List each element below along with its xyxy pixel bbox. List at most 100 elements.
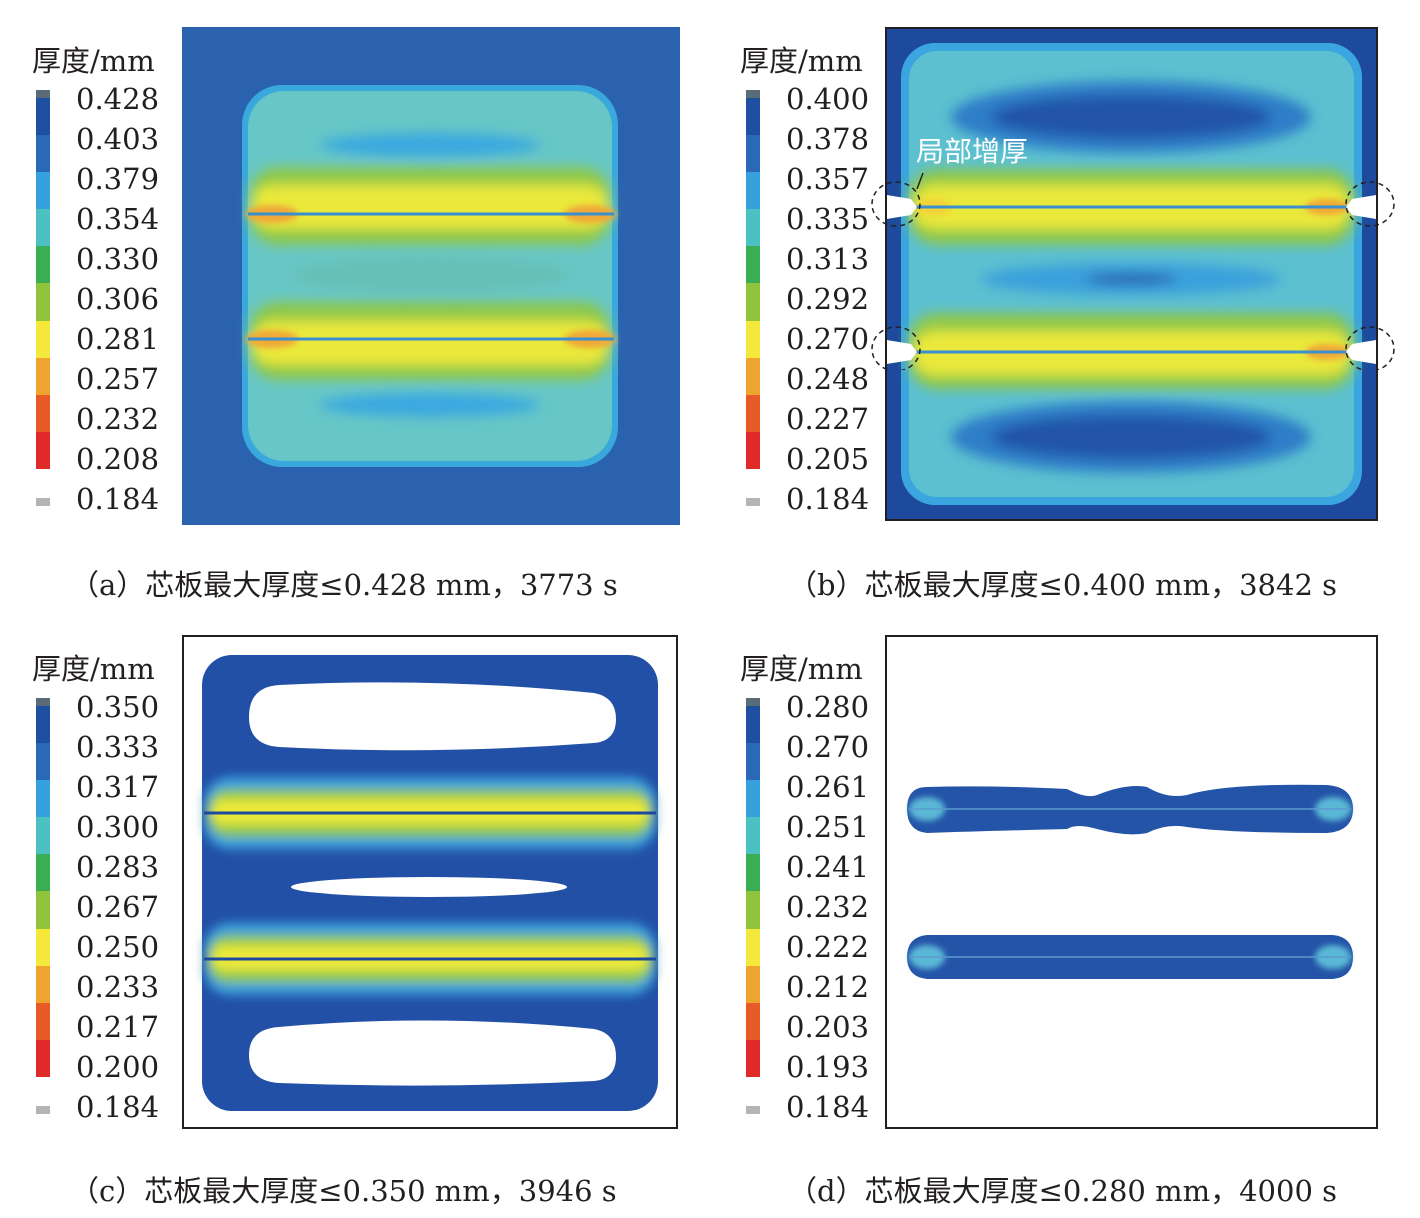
- legend-title: 厚度/mm: [32, 652, 155, 686]
- colorbar-tick-label: 0.313: [786, 242, 870, 276]
- colorbar-tick-label: 0.212: [786, 970, 870, 1004]
- colorbar-tick-label: 0.281: [76, 322, 160, 356]
- colorbar-tick-label: 0.232: [786, 890, 870, 924]
- colorbar-segment: [746, 431, 760, 469]
- colorbar-segment: [746, 706, 760, 744]
- colorbar-segment: [36, 965, 50, 1003]
- colorbar-segment: [36, 135, 50, 173]
- colorbar-tick-label: 0.184: [786, 1090, 870, 1124]
- caption-c: （c）芯板最大厚度≤0.350 mm，3946 s: [70, 1174, 617, 1208]
- colorbar-segment: [746, 1039, 760, 1077]
- colorbar-tick-label: 0.335: [786, 202, 870, 236]
- panel-c: 厚度/mm 0.350 0.333 0.317 0.300 0.283 0.267 0.25…: [0, 608, 700, 1208]
- colorbar-tick-label: 0.200: [76, 1050, 160, 1084]
- colorbar-segment: [36, 928, 50, 966]
- caption-a: （a）芯板最大厚度≤0.428 mm，3773 s: [70, 568, 618, 602]
- colorbar-tick-label: 0.270: [786, 322, 870, 356]
- colorbar-tick-label: 0.300: [76, 810, 160, 844]
- colorbar-segment: [746, 780, 760, 818]
- colorbar-segment: [36, 431, 50, 469]
- colorbar-tick-label: 0.184: [76, 1090, 160, 1124]
- colorbar-tick-label: 0.270: [786, 730, 870, 764]
- contour-plot-d: [885, 635, 1378, 1129]
- legend-title: 厚度/mm: [32, 44, 155, 78]
- colorbar-tick-label: 0.257: [76, 362, 160, 396]
- colorbar-tick-label: 0.232: [76, 402, 160, 436]
- colorbar-tick-label: 0.241: [786, 850, 870, 884]
- colorbar-segment: [746, 246, 760, 284]
- colorbar-segment: [36, 780, 50, 818]
- colorbar-segment: [746, 357, 760, 395]
- colorbar-tick-label: 0.400: [786, 82, 870, 116]
- legend-title: 厚度/mm: [740, 44, 863, 78]
- colorbar-tick-label: 0.378: [786, 122, 870, 156]
- colorbar-segment: [746, 498, 760, 506]
- colorbar-segment: [746, 90, 760, 98]
- caption-d: （d）芯板最大厚度≤0.280 mm，4000 s: [788, 1174, 1338, 1208]
- colorbar: [746, 90, 760, 506]
- colorbar-segment: [746, 1106, 760, 1114]
- colorbar-segment: [36, 854, 50, 892]
- colorbar: [36, 698, 50, 1114]
- contour-plot-a: [182, 27, 680, 525]
- colorbar-tick-label: 0.280: [786, 690, 870, 724]
- colorbar-tick-label: 0.403: [76, 122, 160, 156]
- colorbar-segment: [746, 135, 760, 173]
- panel-d: 厚度/mm 0.280 0.270 0.261 0.251 0.241 0.232 0.22…: [710, 608, 1410, 1208]
- colorbar-segment: [746, 1002, 760, 1040]
- colorbar-tick-label: 0.350: [76, 690, 160, 724]
- colorbar-segment: [36, 698, 50, 706]
- contour-plot-b: [885, 27, 1378, 521]
- colorbar-segment: [36, 320, 50, 358]
- colorbar-segment: [36, 891, 50, 929]
- colorbar: [746, 698, 760, 1114]
- colorbar-segment: [746, 209, 760, 247]
- colorbar-segment: [36, 1106, 50, 1114]
- colorbar-tick-label: 0.203: [786, 1010, 870, 1044]
- colorbar-tick-label: 0.354: [76, 202, 160, 236]
- colorbar-tick-label: 0.261: [786, 770, 870, 804]
- colorbar-tick-label: 0.217: [76, 1010, 160, 1044]
- colorbar-segment: [746, 965, 760, 1003]
- colorbar-segment: [36, 706, 50, 744]
- caption-b: （b）芯板最大厚度≤0.400 mm，3842 s: [788, 568, 1338, 602]
- colorbar-segment: [36, 394, 50, 432]
- colorbar-segment: [746, 928, 760, 966]
- colorbar-tick-label: 0.251: [786, 810, 870, 844]
- colorbar-tick-label: 0.306: [76, 282, 160, 316]
- colorbar-tick-label: 0.330: [76, 242, 160, 276]
- colorbar-segment: [36, 172, 50, 210]
- colorbar-segment: [36, 98, 50, 136]
- thickening-annotation: 局部增厚: [916, 135, 1029, 168]
- colorbar-tick-label: 0.283: [76, 850, 160, 884]
- colorbar-segment: [36, 817, 50, 855]
- panel-a: 厚度/mm 0.428 0.403 0.379 0.354 0.330 0.306 0.28…: [0, 0, 700, 602]
- colorbar-segment: [746, 698, 760, 706]
- legend-title: 厚度/mm: [740, 652, 863, 686]
- colorbar-segment: [36, 283, 50, 321]
- colorbar-segment: [36, 209, 50, 247]
- colorbar-segment: [36, 246, 50, 284]
- colorbar-tick-label: 0.208: [76, 442, 160, 476]
- colorbar-tick-label: 0.428: [76, 82, 160, 116]
- colorbar-tick-label: 0.250: [76, 930, 160, 964]
- colorbar-segment: [36, 357, 50, 395]
- colorbar-tick-label: 0.233: [76, 970, 160, 1004]
- colorbar-segment: [36, 498, 50, 506]
- colorbar-segment: [36, 743, 50, 781]
- colorbar-segment: [36, 90, 50, 98]
- colorbar-segment: [746, 743, 760, 781]
- colorbar-segment: [746, 394, 760, 432]
- colorbar-tick-label: 0.193: [786, 1050, 870, 1084]
- panel-b: 厚度/mm 0.400 0.378 0.357 0.335 0.313 0.292 0.27…: [710, 0, 1410, 602]
- colorbar-segment: [746, 283, 760, 321]
- colorbar-segment: [746, 320, 760, 358]
- colorbar-segment: [746, 98, 760, 136]
- colorbar-tick-label: 0.292: [786, 282, 870, 316]
- colorbar-segment: [746, 891, 760, 929]
- colorbar-tick-label: 0.379: [76, 162, 160, 196]
- colorbar-tick-label: 0.317: [76, 770, 160, 804]
- colorbar-segment: [746, 854, 760, 892]
- colorbar-segment: [36, 1002, 50, 1040]
- colorbar-tick-label: 0.227: [786, 402, 870, 436]
